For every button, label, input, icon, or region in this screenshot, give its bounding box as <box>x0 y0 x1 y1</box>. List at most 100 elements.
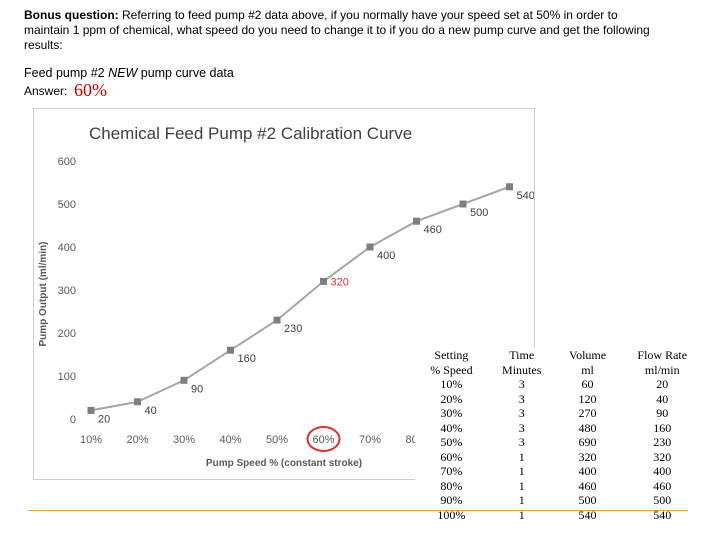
table-cell: 160 <box>653 420 672 435</box>
table-cell: 3 <box>518 377 525 392</box>
table-cell: 320 <box>578 449 597 464</box>
data-point <box>459 200 467 208</box>
table-header-row: Setting Time Volume Flow Rate <box>415 348 705 363</box>
y-axis-label: Pump Output (ml/min) <box>38 242 49 347</box>
table-cell: 120 <box>578 391 597 406</box>
table-row: 20% 3 120 40 <box>415 392 705 407</box>
table-cell: 1 <box>518 478 525 493</box>
answer-value: 60% <box>74 80 107 100</box>
table-cell: 90 <box>656 406 669 421</box>
header-time: Time <box>509 348 535 363</box>
unit-time: Minutes <box>502 362 542 377</box>
y-tick-label: 600 <box>58 156 76 168</box>
table-cell: 60% <box>440 449 463 464</box>
question-text: Bonus question: Referring to feed pump #… <box>24 8 664 53</box>
data-point <box>227 346 234 354</box>
x-tick-label: 20% <box>126 434 148 446</box>
table-cell: 320 <box>653 449 672 464</box>
table-row: 70% 1 400 400 <box>415 464 705 479</box>
table-row: 100% 1 540 540 <box>415 508 705 523</box>
table-row: 60% 1 320 320 <box>415 450 705 465</box>
subtitle-new: NEW <box>108 66 138 80</box>
series-line <box>90 185 510 412</box>
calibration-chart: Chemical Feed Pump #2 Calibration Curve … <box>38 124 535 469</box>
x-tick-label: 10% <box>80 434 102 446</box>
question-body: Referring to feed pump #2 data above, if… <box>24 8 650 52</box>
header-setting: Setting <box>434 348 469 363</box>
data-label: 400 <box>377 250 395 262</box>
table-cell: 460 <box>578 478 597 493</box>
data-label: 230 <box>284 323 302 335</box>
y-tick-label: 0 <box>70 414 76 426</box>
table-cell: 690 <box>578 435 597 450</box>
data-point <box>366 243 374 251</box>
footer-divider <box>28 510 688 511</box>
subtitle-pre: Feed pump #2 <box>24 66 109 80</box>
table-cell: 3 <box>518 435 525 450</box>
table-cell: 1 <box>518 507 525 522</box>
table-cell: 30% <box>440 406 463 421</box>
data-point <box>506 183 513 191</box>
table-cell: 500 <box>578 493 597 508</box>
x-tick-label: 40% <box>219 434 241 446</box>
y-tick-label: 500 <box>58 199 76 211</box>
y-tick-label: 300 <box>58 285 76 297</box>
data-label: 500 <box>470 207 488 219</box>
table-row: 50% 3 690 230 <box>415 435 705 450</box>
table-cell: 20 <box>656 377 669 392</box>
table-cell: 3 <box>518 391 525 406</box>
data-label: 540 <box>517 190 535 202</box>
table-cell: 230 <box>653 435 672 450</box>
highlight-circle <box>306 426 341 452</box>
data-point <box>273 316 281 324</box>
data-label: 320 <box>331 276 349 288</box>
y-tick-label: 400 <box>58 242 76 254</box>
table-cell: 90% <box>440 493 463 508</box>
unit-volume: ml <box>581 362 594 377</box>
x-tick-label: 60% <box>312 434 334 446</box>
table-cell: 70% <box>440 464 463 479</box>
table-cell: 10% <box>440 377 463 392</box>
answer-label: Answer: <box>24 84 68 98</box>
header-flow-rate: Flow Rate <box>637 348 688 363</box>
data-label: 40 <box>145 405 157 417</box>
question-bold-label: Bonus question: <box>24 8 119 22</box>
table-cell: 40 <box>656 391 669 406</box>
subtitle: Feed pump #2 NEW pump curve data <box>24 66 234 80</box>
header-volume: Volume <box>568 348 607 363</box>
calibration-table: Setting Time Volume Flow Rate % Speed Mi… <box>415 348 705 522</box>
data-label: 460 <box>424 224 442 236</box>
data-point <box>134 398 141 406</box>
table-cell: 80% <box>440 478 463 493</box>
table-cell: 400 <box>578 464 597 479</box>
table-cell: 3 <box>518 420 525 435</box>
table-units-row: % Speed Minutes ml ml/min <box>415 363 705 378</box>
table-cell: 270 <box>578 406 597 421</box>
table-cell: 460 <box>653 478 672 493</box>
y-tick-label: 100 <box>58 371 76 383</box>
table-cell: 540 <box>578 507 597 522</box>
table-cell: 20% <box>440 391 463 406</box>
data-point <box>180 376 188 384</box>
table-cell: 1 <box>518 464 525 479</box>
data-label: 90 <box>191 383 203 395</box>
unit-flow-rate: ml/min <box>644 362 680 377</box>
table-cell: 400 <box>653 464 672 479</box>
table-row: 30% 3 270 90 <box>415 406 705 421</box>
data-label: 20 <box>98 413 110 425</box>
x-tick-label: 70% <box>359 434 381 446</box>
data-point <box>87 406 95 414</box>
table-row: 90% 1 500 500 <box>415 493 705 508</box>
table-cell: 1 <box>518 493 525 508</box>
table-row: 40% 3 480 160 <box>415 421 705 436</box>
x-tick-label: 30% <box>173 434 195 446</box>
data-point <box>320 277 327 285</box>
table-cell: 500 <box>653 493 672 508</box>
table-cell: 3 <box>518 406 525 421</box>
x-tick-label: 50% <box>266 434 288 446</box>
table-row: 10% 3 60 20 <box>415 377 705 392</box>
table-cell: 100% <box>437 507 466 522</box>
data-point <box>413 217 420 225</box>
table-cell: 540 <box>653 507 672 522</box>
table-cell: 1 <box>518 449 525 464</box>
